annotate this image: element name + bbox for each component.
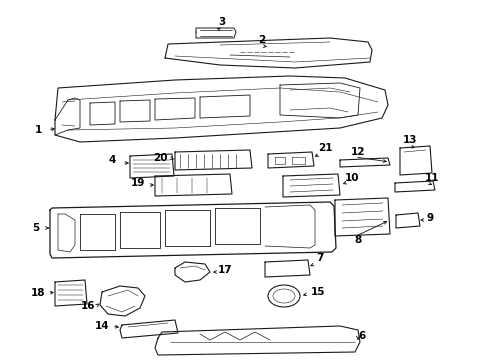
Text: 18: 18: [31, 288, 45, 298]
Text: 16: 16: [81, 301, 95, 311]
Text: 7: 7: [317, 253, 324, 263]
Text: 14: 14: [95, 321, 109, 331]
Text: 9: 9: [426, 213, 434, 223]
Text: 4: 4: [108, 155, 116, 165]
Text: 3: 3: [219, 17, 225, 27]
Text: 2: 2: [258, 35, 266, 45]
Text: 8: 8: [354, 235, 362, 245]
Text: 10: 10: [345, 173, 359, 183]
Text: 17: 17: [218, 265, 232, 275]
Text: 13: 13: [403, 135, 417, 145]
Text: 20: 20: [153, 153, 167, 163]
Text: 1: 1: [34, 125, 42, 135]
Text: 15: 15: [311, 287, 325, 297]
Text: 12: 12: [351, 147, 365, 157]
Text: 19: 19: [131, 178, 145, 188]
Text: 21: 21: [318, 143, 332, 153]
Text: 6: 6: [358, 331, 366, 341]
Text: 5: 5: [32, 223, 40, 233]
Text: 11: 11: [425, 173, 439, 183]
